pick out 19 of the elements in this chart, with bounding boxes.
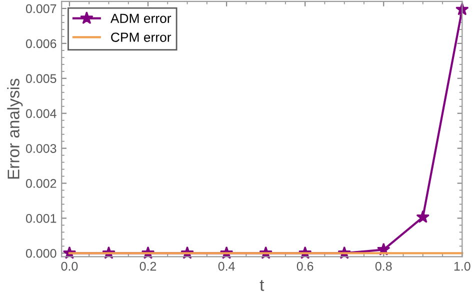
- y-axis-title: Error analysis: [7, 78, 23, 179]
- legend-label: ADM error: [110, 14, 172, 24]
- x-tick-label: 0.0: [61, 262, 78, 271]
- point: [416, 210, 430, 223]
- x-tick-label: 0.6: [296, 262, 314, 271]
- y-tick-label: 0.003: [26, 144, 56, 153]
- y-tick-label: 0.006: [26, 39, 56, 48]
- x-tick-label: 0.8: [375, 262, 392, 271]
- y-tick-label: 0.007: [26, 4, 56, 14]
- x-axis-title: t: [260, 280, 264, 291]
- y-tick-label: 0.001: [26, 214, 56, 223]
- y-tick-label: 0.002: [26, 179, 56, 188]
- y-tick-label: 0.005: [26, 74, 56, 84]
- y-tick-label: 0.004: [26, 109, 56, 118]
- y-tick-label: 0.000: [26, 248, 56, 258]
- x-tick-label: 0.2: [140, 262, 156, 271]
- x-tick-label: 1.0: [454, 262, 470, 271]
- x-tick-label: 0.4: [218, 262, 235, 271]
- legend-label: CPM error: [111, 32, 172, 42]
